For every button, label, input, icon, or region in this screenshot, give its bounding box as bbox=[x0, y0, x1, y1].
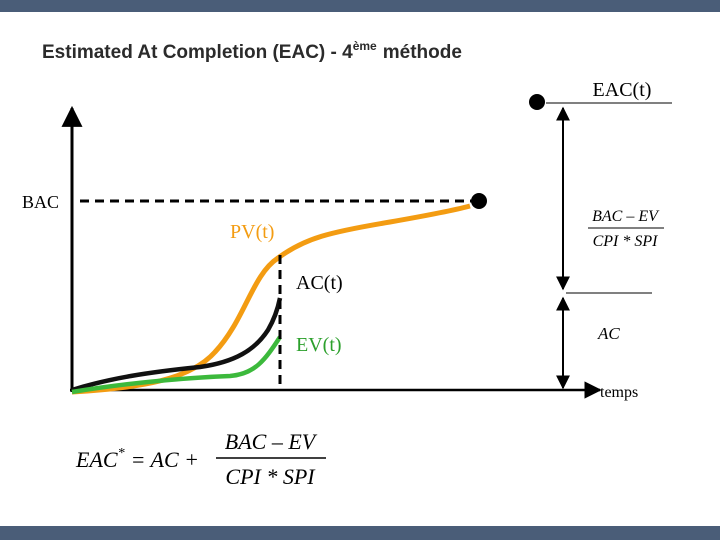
formula-denominator: CPI * SPI bbox=[225, 464, 316, 489]
pv-curve bbox=[71, 203, 471, 395]
side-denominator: CPI * SPI bbox=[593, 233, 659, 250]
title: Estimated At Completion (EAC) - 4ème méth… bbox=[42, 39, 462, 63]
ac-curve bbox=[71, 297, 283, 393]
bottom-bar bbox=[0, 526, 720, 540]
eac-dot bbox=[529, 94, 545, 110]
side-ac: AC bbox=[597, 324, 620, 343]
formula-middle: = AC + bbox=[131, 447, 199, 472]
pv-label: PV(t) bbox=[230, 221, 274, 243]
title-suffix: méthode bbox=[383, 42, 462, 63]
ev-label: EV(t) bbox=[296, 334, 342, 356]
formula-numerator: BAC – EV bbox=[225, 429, 318, 454]
bac-label: BAC bbox=[22, 192, 59, 212]
ev-curve bbox=[71, 335, 282, 395]
time-label: temps bbox=[600, 384, 638, 401]
top-bar bbox=[0, 0, 720, 12]
formula-eac: EAC bbox=[75, 447, 118, 472]
title-superscript: ème bbox=[353, 39, 377, 53]
eac-label: EAC(t) bbox=[593, 79, 652, 101]
ac-label: AC(t) bbox=[296, 272, 343, 294]
title-main: Estimated At Completion (EAC) - 4 bbox=[42, 42, 353, 63]
side-numerator: BAC – EV bbox=[592, 208, 660, 225]
formula-lhs: EAC* = AC + bbox=[75, 446, 199, 472]
bac-dot bbox=[471, 193, 487, 209]
formula-superscript: * bbox=[118, 446, 125, 461]
